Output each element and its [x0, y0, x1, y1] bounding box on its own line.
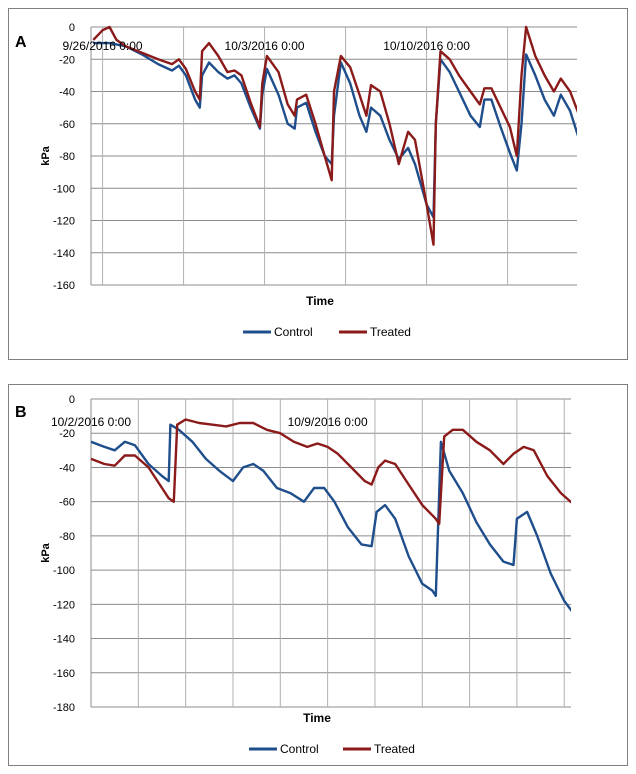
y-tick-label: -20: [59, 428, 75, 440]
legend-label-control: Control: [274, 325, 313, 339]
y-tick-label: -80: [59, 151, 75, 163]
panel-letter-a: A: [15, 34, 27, 51]
x-tick-label: 10/2/2016 0:00: [51, 415, 131, 429]
series-line-control: [93, 41, 577, 219]
series-line-control: [91, 423, 571, 613]
y-tick-label: 0: [69, 22, 75, 34]
y-axis-title: kPa: [40, 542, 52, 562]
y-tick-label: -180: [53, 702, 75, 714]
legend-item-treated: Treated: [339, 325, 411, 339]
series-line-treated: [92, 25, 577, 246]
x-tick-label: 10/3/2016 0:00: [225, 39, 305, 53]
chart-panel-a: A 0 -20 -40 -60 -80 -100 -120 -140 -160 9/26/2016 …: [8, 8, 628, 360]
y-tick-label: 0: [69, 394, 75, 406]
panel-letter-b: B: [15, 404, 27, 421]
y-tick-label: -80: [59, 531, 75, 543]
y-tick-label: -140: [53, 634, 75, 646]
legend-item-control: Control: [243, 325, 313, 339]
y-tick-label: -40: [59, 462, 75, 474]
legend-item-control: Control: [249, 742, 319, 756]
series-line-treated: [91, 418, 571, 526]
y-tick-label: -100: [53, 565, 75, 577]
x-axis-title: Time: [303, 711, 331, 725]
chart-a-svg: A 0 -20 -40 -60 -80 -100 -120 -140 -160 9/26/2016 …: [15, 22, 577, 339]
legend-item-treated: Treated: [343, 742, 415, 756]
x-tick-label: 10/10/2016 0:00: [383, 39, 470, 53]
legend-label-treated: Treated: [374, 742, 415, 756]
y-tick-label: -100: [53, 183, 75, 195]
legend-label-treated: Treated: [370, 325, 411, 339]
chart-b-svg: B 0 -20 -40 -60 -80 -100 -120 -140 -160 -180 10/2/2…: [15, 394, 571, 756]
x-axis-title: Time: [306, 294, 334, 308]
y-tick-label: -120: [53, 599, 75, 611]
y-tick-label: -120: [53, 216, 75, 228]
y-tick-label: -60: [59, 119, 75, 131]
y-tick-label: -160: [53, 668, 75, 680]
y-tick-label: -140: [53, 248, 75, 260]
x-tick-label: 9/26/2016 0:00: [63, 39, 143, 53]
x-tick-label: 10/9/2016 0:00: [288, 415, 368, 429]
y-tick-label: -160: [53, 280, 75, 292]
y-tick-label: -20: [59, 54, 75, 66]
legend-label-control: Control: [280, 742, 319, 756]
chart-panel-b: B 0 -20 -40 -60 -80 -100 -120 -140 -160 -180 10/2/2…: [8, 384, 628, 766]
y-axis-title: kPa: [40, 145, 52, 165]
y-tick-label: -40: [59, 87, 75, 99]
y-tick-label: -60: [59, 497, 75, 509]
